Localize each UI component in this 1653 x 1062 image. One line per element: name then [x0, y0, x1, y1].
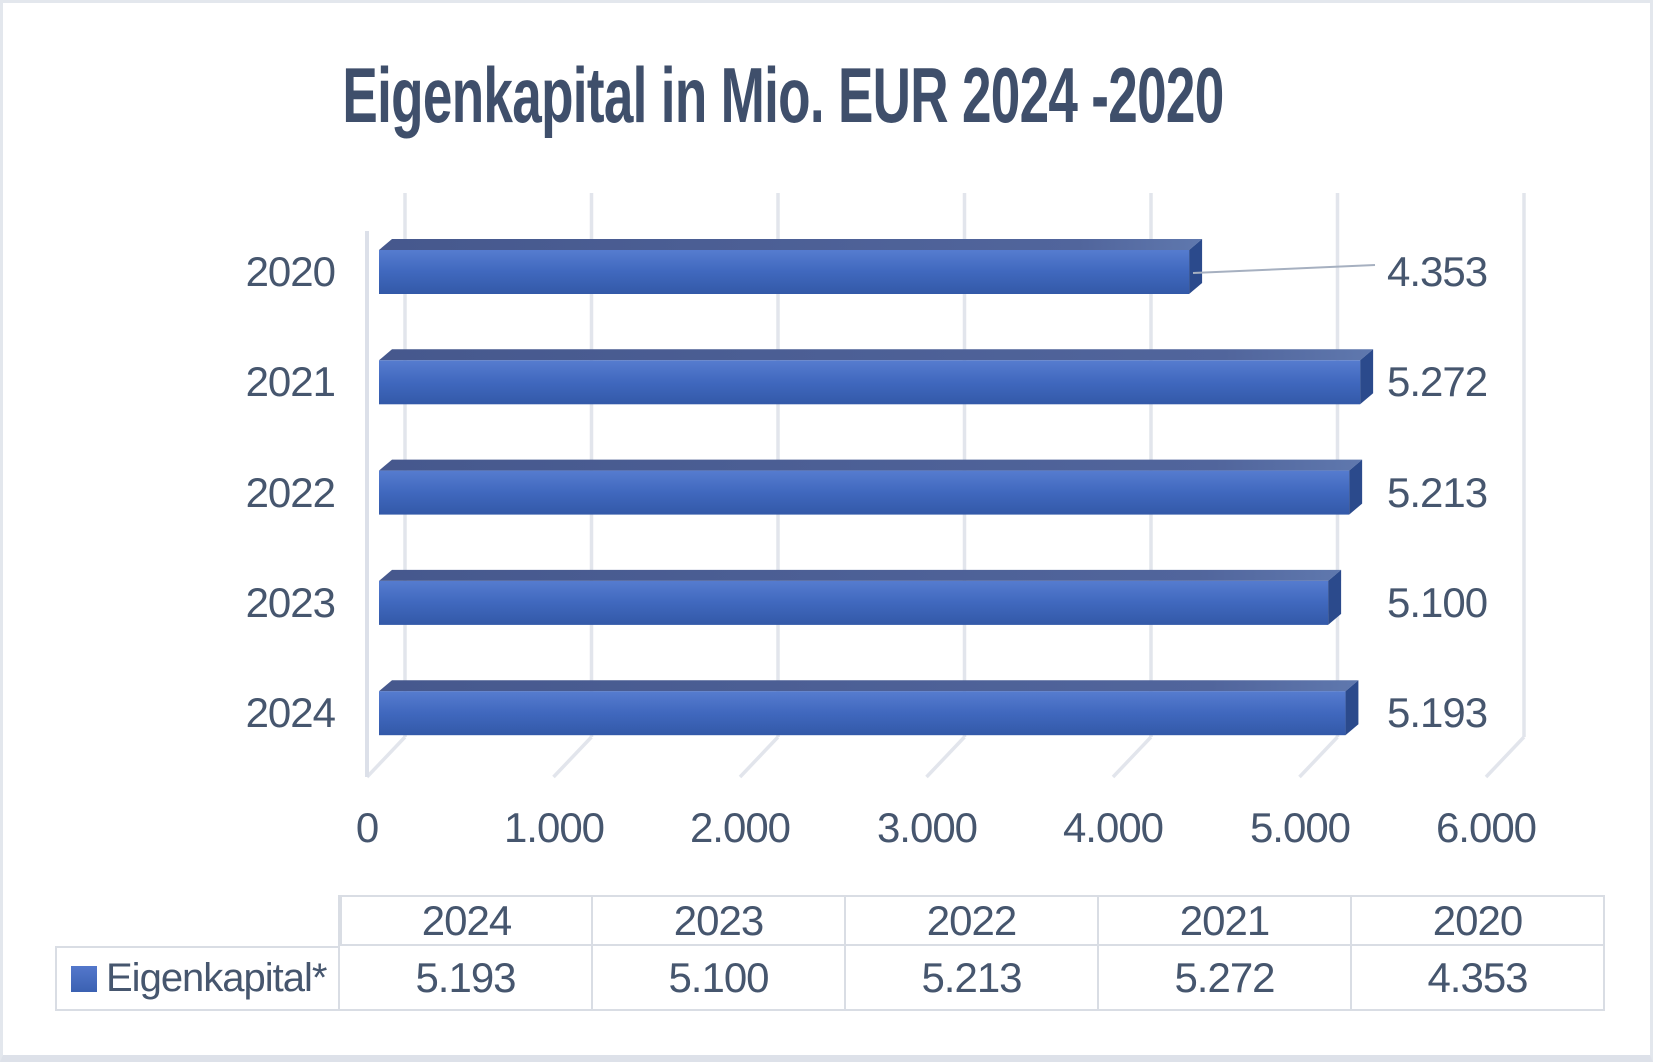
x-tick-6000: 6.000 — [1435, 804, 1537, 851]
category-label-2020: 2020 — [245, 248, 336, 295]
category-label-2024: 2024 — [245, 689, 336, 736]
legend-swatch-icon — [71, 965, 97, 992]
table-header-2021: 2021 — [1099, 895, 1352, 946]
table-value-2024: 5.193 — [340, 946, 593, 1011]
table-value-2021: 5.272 — [1099, 946, 1352, 1011]
value-label-2023: 5.100 — [1387, 579, 1488, 626]
table-header-2022: 2022 — [846, 895, 1099, 946]
table-blank-cell — [55, 895, 340, 946]
bars-group — [379, 239, 1374, 736]
bar-end-face-2023 — [1328, 569, 1342, 625]
value-label-2021: 5.272 — [1387, 358, 1488, 405]
table-value-2023: 5.100 — [593, 946, 846, 1011]
x-tick-1000: 1.000 — [503, 804, 605, 851]
bar-2024 — [379, 691, 1346, 736]
value-label-2020: 4.353 — [1387, 248, 1488, 295]
leader-line — [1192, 264, 1376, 274]
table-value-2022: 5.213 — [846, 946, 1099, 1011]
bar-2020 — [379, 250, 1190, 294]
table-header-2020: 2020 — [1352, 895, 1605, 946]
x-tick-4000: 4.000 — [1062, 804, 1164, 851]
x-tick-5000: 5.000 — [1249, 804, 1351, 851]
x-tick-2000: 2.000 — [689, 804, 791, 851]
chart-title: Eigenkapital in Mio. EUR 2024 -2020 — [135, 47, 1431, 143]
x-tick-0: 0 — [355, 804, 379, 851]
bar-top-face-2022 — [379, 459, 1363, 471]
category-label-2023: 2023 — [245, 579, 336, 626]
value-label-2022: 5.213 — [1387, 469, 1488, 516]
table-value-2020: 4.353 — [1352, 946, 1605, 1011]
bar-2021 — [379, 360, 1361, 405]
bar-2023 — [379, 580, 1329, 625]
chart-title-text: Eigenkapital in Mio. EUR 2024 -2020 — [342, 51, 1224, 139]
bar-end-face-2021 — [1360, 349, 1374, 405]
bar-top-face-2021 — [379, 349, 1374, 361]
bar-top-face-2020 — [379, 239, 1203, 250]
category-label-2021: 2021 — [245, 358, 336, 405]
bar-end-face-2022 — [1349, 459, 1363, 515]
bar-chart-plot — [365, 193, 1526, 779]
legend-cell: Eigenkapital* — [55, 946, 340, 1011]
x-tick-3000: 3.000 — [876, 804, 978, 851]
bar-top-face-2024 — [379, 680, 1359, 692]
category-label-2022: 2022 — [245, 469, 336, 516]
value-label-2024: 5.193 — [1387, 689, 1488, 736]
table-header-2024: 2024 — [340, 895, 593, 946]
bar-2022 — [379, 470, 1350, 515]
bar-top-face-2023 — [379, 569, 1342, 581]
legend-series-label: Eigenkapital* — [106, 956, 327, 1000]
data-table: 2024 2023 2022 2021 2020 Eigenkapital* 5… — [55, 895, 1605, 1011]
table-header-2023: 2023 — [593, 895, 846, 946]
bar-end-face-2020 — [1189, 239, 1203, 294]
bar-end-face-2024 — [1345, 680, 1359, 736]
